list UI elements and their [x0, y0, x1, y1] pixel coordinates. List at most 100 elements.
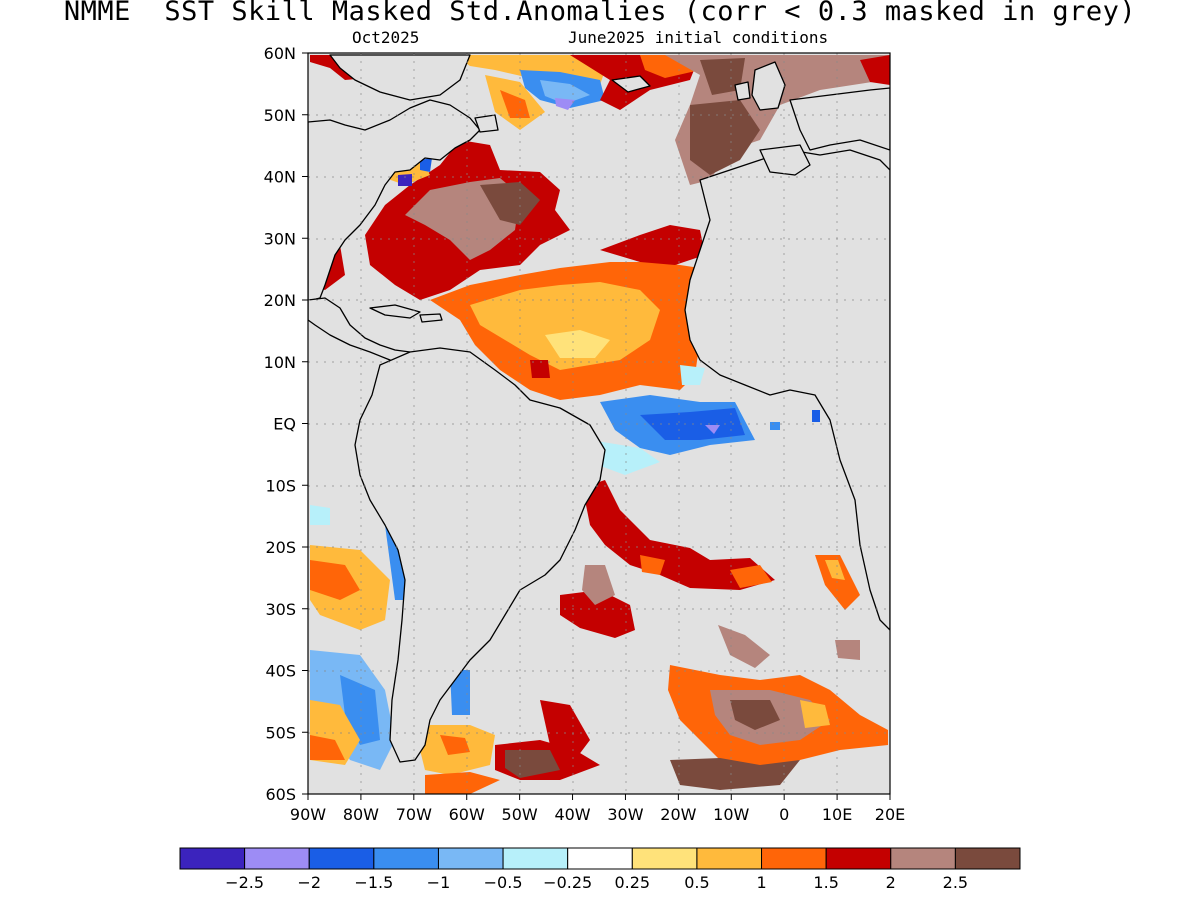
anomaly-patch [700, 58, 745, 95]
newfoundland-land [474, 114, 499, 133]
colorbar-swatch [890, 847, 956, 870]
anomaly-patch [500, 90, 530, 118]
colorbar-label: 0.25 [614, 873, 650, 892]
anomaly-patch [835, 640, 860, 660]
iberia-land [759, 144, 811, 176]
latitude-label: 50N [264, 106, 296, 125]
latitude-label: 40N [264, 168, 296, 187]
anomaly-patch [690, 100, 760, 175]
colorbar-swatch [761, 847, 827, 870]
colorbar-swatch [954, 847, 1021, 870]
coastlines [308, 54, 890, 763]
colorbar-swatch [308, 847, 375, 870]
init-conditions-label: June2025 initial conditions [568, 28, 829, 47]
colorbar-swatch [825, 847, 892, 870]
anomaly-patch [770, 422, 780, 430]
anomaly-patch [340, 675, 380, 745]
south-america-land [354, 347, 606, 763]
europe-land [789, 87, 890, 151]
longitude-label: 0 [779, 805, 789, 824]
north-america-land [308, 99, 481, 301]
graticule [308, 53, 890, 794]
longitude-label: 80W [343, 805, 379, 824]
colorbar-label: −1.5 [354, 873, 393, 892]
colorbar-swatch [502, 847, 569, 870]
longitude-label: 70W [396, 805, 432, 824]
colorbar-label: −0.5 [484, 873, 523, 892]
latitude-label: 10S [265, 476, 296, 495]
longitude-labels: 90W 80W 70W 60W 50W 40W 30W 20W 10W 0 10E 20E [290, 805, 905, 824]
latitude-labels: 60N 50N 40N 30N 20N 10N EQ 10S 20S 30S 40S 50S 60S [264, 44, 296, 804]
latitude-label: 50S [265, 723, 296, 742]
anomaly-patch [670, 758, 800, 790]
colorbar-label: 1 [756, 873, 766, 892]
uk-land [751, 61, 786, 111]
anomaly-patch [860, 55, 890, 85]
longitude-label: 40W [554, 805, 590, 824]
longitude-label: 20W [660, 805, 696, 824]
anomaly-patch [815, 555, 860, 610]
greenland-land [329, 54, 471, 101]
anomaly-patch [425, 772, 500, 794]
anomaly-patch [640, 555, 665, 575]
anomaly-patch [540, 80, 590, 104]
colorbar-swatch [179, 847, 246, 870]
anomaly-patch [440, 735, 470, 755]
colorbar-label: −2 [297, 873, 321, 892]
colorbar-swatch [567, 847, 633, 870]
anomaly-patch [812, 410, 820, 422]
longitude-label: 50W [502, 805, 538, 824]
colorbar-label: 2.5 [943, 873, 968, 892]
anomaly-patch [310, 560, 360, 600]
colorbar-label: 0.5 [684, 873, 709, 892]
anomaly-patch [585, 480, 775, 590]
latitude-label: 30S [265, 600, 296, 619]
longitude-label: 30W [607, 805, 643, 824]
anomaly-patch [600, 225, 705, 265]
axis-ticks [302, 52, 891, 800]
anomaly-patch [590, 440, 660, 475]
anomaly-field [310, 55, 890, 794]
colorbar-label: 2 [886, 873, 896, 892]
anomaly-patch [705, 425, 720, 434]
anomaly-patch [560, 590, 635, 638]
anomaly-patch [680, 365, 705, 385]
anomaly-patch [555, 98, 575, 110]
colorbar-swatch [437, 847, 504, 870]
map-title: NMME SST Skill Masked Std.Anomalies (cor… [63, 0, 1137, 27]
colorbar-label: −2.5 [225, 873, 264, 892]
anomaly-patch [530, 360, 550, 378]
anomaly-patch [730, 700, 780, 730]
africa-land [684, 149, 890, 631]
caribbean-islands-land [369, 304, 421, 319]
longitude-label: 10W [713, 805, 749, 824]
colorbar-swatch [244, 847, 310, 870]
latitude-label: 60S [265, 785, 296, 804]
colorbar-swatch [631, 847, 698, 870]
anomaly-patch [730, 565, 772, 588]
anomaly-patch [800, 700, 830, 728]
anomaly-patch [310, 735, 345, 760]
ireland-land [734, 81, 751, 101]
latitude-label: 60N [264, 44, 296, 63]
anomaly-patch [582, 565, 615, 605]
anomaly-patch [310, 505, 330, 525]
longitude-label: 90W [290, 805, 326, 824]
anomaly-patch [825, 560, 845, 580]
anomaly-patch [420, 158, 432, 172]
anomaly-patch [450, 670, 470, 715]
iceland-land [611, 75, 651, 93]
anomaly-patch [545, 330, 610, 358]
colorbar-swatch [696, 847, 763, 870]
latitude-label: 20N [264, 291, 296, 310]
latitude-label: EQ [273, 415, 296, 434]
colorbar-labels: −2.5 −2 −1.5 −1 −0.5 −0.25 0.25 0.5 1 1.5 2 2.5 [225, 873, 968, 892]
colorbar-label: −0.25 [543, 873, 592, 892]
target-month-label: Oct2025 [352, 28, 420, 47]
colorbar-label: −1 [427, 873, 451, 892]
anomaly-patch [480, 182, 540, 225]
longitude-label: 10E [822, 805, 852, 824]
anomaly-patch [398, 174, 412, 186]
latitude-label: 10N [264, 353, 296, 372]
colorbar-label: 1.5 [813, 873, 838, 892]
